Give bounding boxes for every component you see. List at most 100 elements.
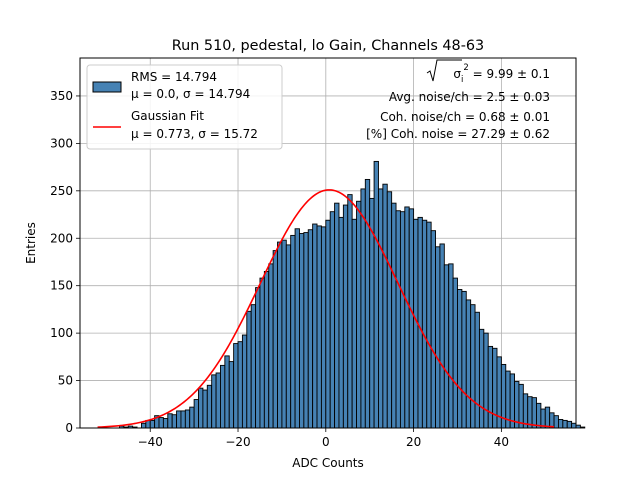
histogram-bar	[571, 422, 577, 429]
y-tick-label: 50	[58, 374, 73, 388]
y-tick-label: 300	[50, 136, 73, 150]
histogram-bar	[277, 241, 283, 429]
y-axis-label: Entries	[24, 222, 38, 264]
histogram-bar	[272, 250, 278, 429]
histogram-bar	[408, 208, 415, 429]
histogram-bar	[320, 226, 327, 429]
histogram-bar	[435, 246, 441, 429]
histogram-bar	[176, 410, 182, 429]
histogram-bar	[202, 389, 208, 429]
histogram-bar	[470, 304, 476, 429]
y-tick-label: 150	[50, 279, 73, 293]
histogram-bar	[478, 328, 485, 429]
histogram-bar	[241, 334, 248, 429]
histogram-bar	[184, 409, 191, 429]
histogram-bar	[347, 194, 353, 429]
histogram-bar	[518, 383, 524, 429]
legend: RMS = 14.794 μ = 0.0, σ = 14.794 Gaussia…	[86, 64, 283, 150]
annotation-coh-noise: Coh. noise/ch = 0.68 ± 0.01	[380, 110, 550, 124]
histogram-bar	[549, 412, 555, 429]
histogram-bar	[215, 372, 221, 429]
chart-title: Run 510, pedestal, lo Gain, Channels 48-…	[172, 38, 484, 54]
histogram-bar	[228, 361, 235, 429]
legend-fit-label: Gaussian Fit	[131, 109, 204, 123]
histogram-bar	[395, 210, 401, 429]
histogram-bar	[329, 211, 336, 429]
histogram-bar	[167, 413, 173, 429]
histogram-bar	[299, 233, 305, 429]
histogram-bar	[483, 332, 489, 429]
y-tick-label: 200	[50, 231, 73, 245]
histogram-bar	[566, 420, 573, 429]
histogram-bar	[575, 424, 581, 429]
histogram-bar	[259, 277, 265, 429]
histogram-bar	[457, 289, 463, 429]
histogram-bar	[356, 200, 362, 429]
histogram-bar	[158, 417, 164, 429]
annotation-avg-noise: Avg. noise/ch = 2.5 ± 0.03	[389, 90, 550, 104]
histogram-bar	[255, 287, 261, 429]
histogram-bar	[263, 271, 270, 429]
annotation-variance-superscript: 2	[463, 63, 468, 73]
histogram-bar	[307, 229, 314, 429]
histogram-bar	[452, 277, 458, 429]
histogram-bar	[536, 402, 542, 429]
annotation-variance: σi2 = 9.99 ± 0.1	[453, 63, 550, 85]
annotation-coh-noise-percent: [%] Coh. noise = 27.29 ± 0.62	[366, 127, 550, 141]
histogram-bar	[141, 422, 147, 429]
histogram-bar	[527, 396, 533, 429]
histogram-bar	[211, 374, 217, 429]
histogram-bar	[316, 225, 322, 429]
gaussian-fit	[97, 189, 555, 428]
histogram-bar	[465, 299, 472, 429]
histogram-bar	[180, 410, 186, 429]
histogram-bar	[557, 419, 564, 429]
histogram-bar	[562, 419, 568, 429]
histogram-bar	[220, 364, 226, 429]
legend-histogram-stats: μ = 0.0, σ = 14.794	[131, 87, 250, 101]
histogram-bar	[193, 399, 199, 429]
histogram-bar	[544, 406, 551, 429]
histogram-bar	[250, 304, 257, 429]
histogram-bar	[281, 239, 287, 429]
histogram-bar	[404, 206, 410, 429]
annotation-variance-value: = 9.99 ± 0.1	[469, 67, 550, 81]
histogram-bar	[373, 160, 379, 429]
histogram-bar	[224, 355, 230, 429]
legend-histogram-swatch	[92, 81, 122, 93]
histogram-bar	[531, 397, 537, 429]
histogram-bar	[246, 310, 252, 429]
legend-fit-stats: μ = 0.773, σ = 15.72	[131, 127, 258, 141]
annotation-variance-sigma: σ	[453, 67, 461, 81]
histogram-bar	[338, 216, 344, 429]
y-tick-label: 100	[50, 326, 73, 340]
y-tick-label: 250	[50, 184, 73, 198]
histogram-bar	[461, 290, 467, 429]
histogram-bar	[198, 387, 204, 429]
legend-rms-label: RMS = 14.794	[131, 70, 217, 84]
sqrt-sign-icon	[426, 59, 462, 82]
histogram-bar	[417, 216, 423, 429]
histogram-bar	[448, 263, 454, 429]
x-tick-label: 40	[494, 435, 509, 449]
y-axis-ticks: 0 50 100 150 200 250 300 350	[50, 89, 80, 435]
annotation-variance-subscript: i	[461, 75, 463, 85]
histogram-bar	[325, 219, 331, 429]
histogram-bar	[162, 418, 169, 429]
histogram-bar	[364, 178, 371, 429]
legend-box	[86, 64, 283, 150]
histogram-bar	[421, 219, 428, 429]
histogram-bar	[430, 230, 436, 429]
histogram-bar	[149, 419, 156, 429]
y-tick-label: 0	[65, 421, 73, 435]
gaussian-fit-curve	[97, 189, 555, 428]
x-tick-label: −20	[225, 435, 250, 449]
y-tick-label: 350	[50, 89, 73, 103]
histogram-bar	[171, 414, 178, 429]
histogram-bar	[312, 223, 318, 429]
histogram-bar	[391, 202, 397, 429]
histogram-bar	[360, 188, 366, 429]
histogram-bar	[382, 183, 388, 429]
